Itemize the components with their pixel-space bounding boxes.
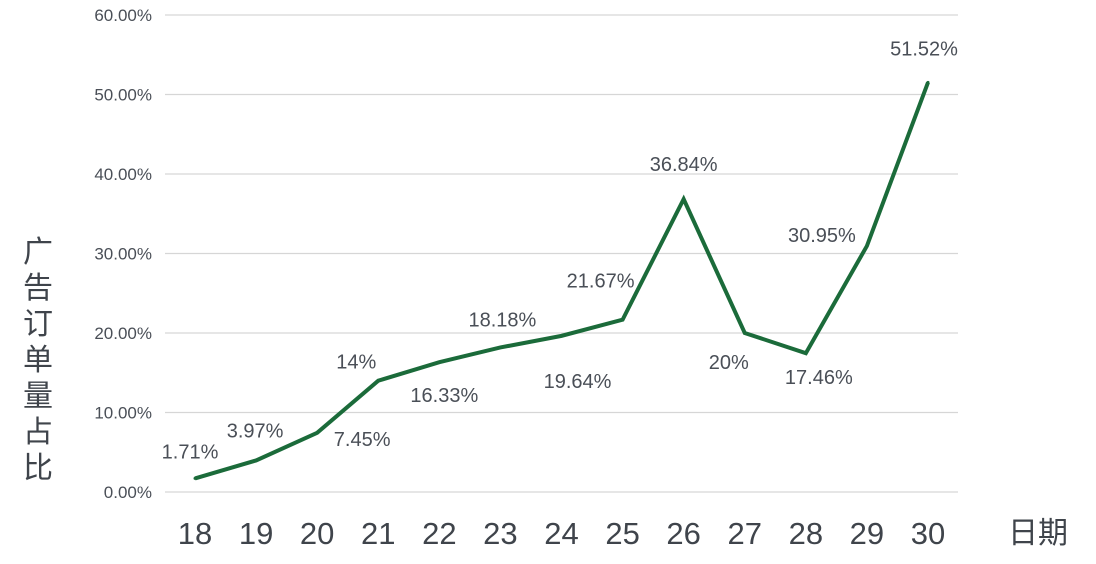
gridlines [165,14,958,493]
x-tick-label: 20 [300,516,334,551]
x-tick-label: 29 [850,516,884,551]
y-axis-title-char: 占 [23,415,53,450]
y-axis-title-char: 量 [23,379,53,414]
x-tick-label: 19 [239,516,273,551]
data-label: 19.64% [544,371,612,393]
x-tick-label: 30 [911,516,945,551]
data-point [315,431,319,435]
data-label: 20% [709,352,749,374]
y-tick-label: 60.00% [94,6,152,25]
data-point [254,458,258,462]
data-label: 16.33% [410,385,478,407]
data-point [682,197,686,201]
x-tick-label: 23 [483,516,517,551]
data-point [926,80,930,84]
data-point [376,379,380,383]
x-axis-title: 日期 [1008,516,1068,551]
y-axis-title-char: 订 [23,307,53,342]
data-point [498,345,502,349]
y-tick-label: 40.00% [94,165,152,184]
y-tick-label: 50.00% [94,86,152,105]
y-tick-label: 20.00% [94,324,152,343]
y-axis-title-char: 广 [23,235,53,270]
data-label: 51.52% [890,38,958,60]
data-label: 1.71% [162,441,219,463]
data-label: 21.67% [567,271,635,293]
data-point [804,351,808,355]
x-tick-label: 25 [605,516,639,551]
data-point [437,360,441,364]
x-tick-label: 24 [544,516,578,551]
data-label: 17.46% [785,367,853,389]
y-axis-title-char: 比 [23,451,53,486]
y-axis-title-char: 单 [23,343,53,378]
data-point [193,476,197,480]
x-tick-label: 21 [361,516,395,551]
data-labels: 1.71% 3.97% 7.45% 14% 16.33% 18.18% 19.64% 21.6… [162,38,958,463]
data-point [865,244,869,248]
series-line-group [193,80,930,481]
x-tick-label: 28 [789,516,823,551]
data-point [621,318,625,322]
data-label: 18.18% [468,309,536,331]
y-axis-ticks: 0.00% 10.00% 20.00% 30.00% 40.00% 50.00% 60.00… [94,6,152,502]
x-tick-label: 27 [728,516,762,551]
data-point [743,331,747,335]
data-label: 14% [336,352,376,374]
data-label: 3.97% [227,420,284,442]
data-label: 7.45% [334,429,391,451]
y-tick-label: 0.00% [104,483,152,502]
x-axis-ticks: 18 19 20 21 22 23 24 25 26 27 28 29 30 [178,516,945,551]
y-tick-label: 10.00% [94,404,152,423]
x-tick-label: 18 [178,516,212,551]
y-axis-title-char: 告 [23,271,53,306]
y-tick-label: 30.00% [94,245,152,264]
data-label: 36.84% [650,154,718,176]
x-tick-label: 22 [422,516,456,551]
data-point [560,334,563,338]
x-tick-label: 26 [666,516,700,551]
data-label: 30.95% [788,225,856,247]
series-line [194,81,930,481]
